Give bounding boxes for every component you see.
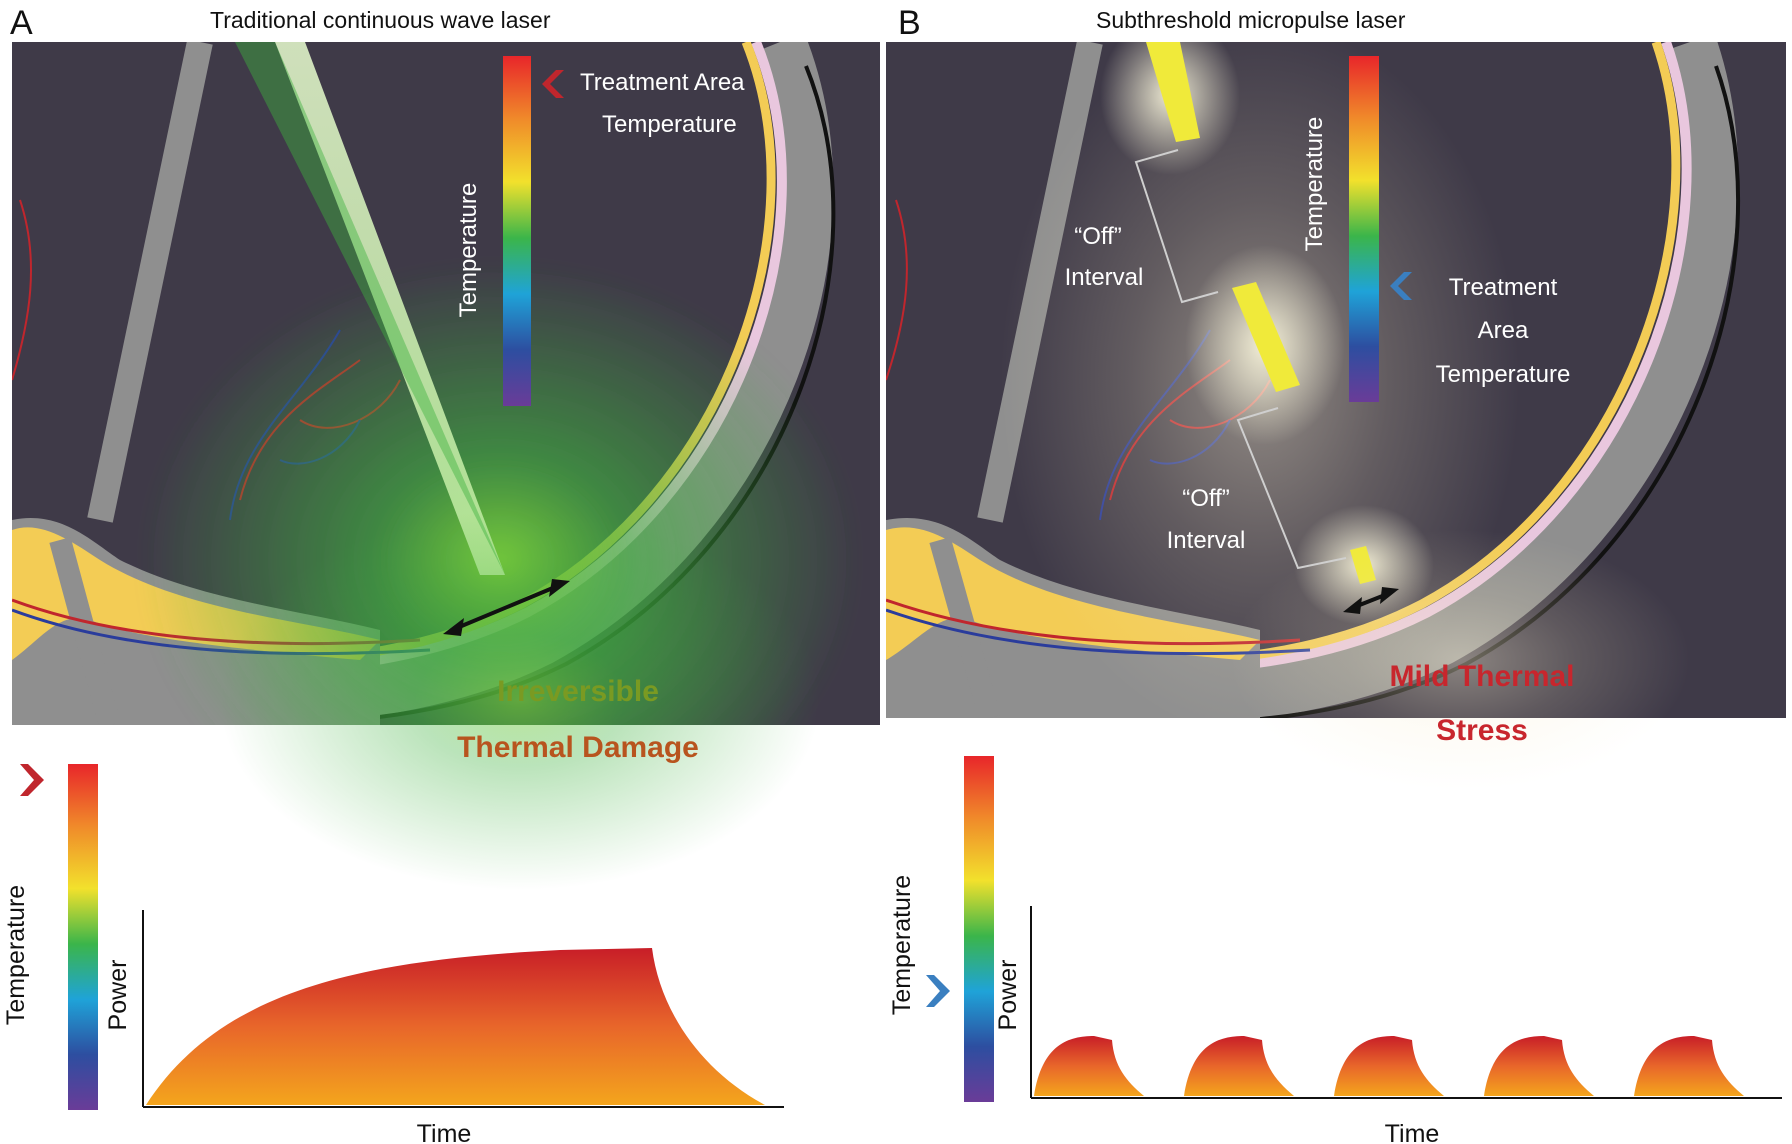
panel-a-chart-temperature-scale [68, 764, 98, 1110]
panel-a-letter: A [10, 4, 33, 42]
panel-b-chart-xlabel: Time [1385, 1120, 1440, 1144]
panel-a-treatment-width-arrow [443, 579, 570, 636]
panel-b-chart-pulse [1334, 1036, 1444, 1096]
panel-b-stress-label-1: Mild Thermal [1389, 660, 1574, 693]
panel-b-chart-pulse [1484, 1036, 1594, 1096]
panel-b-chart-temperature-scale [964, 756, 994, 1102]
panel-a-chart-power-curve [146, 948, 765, 1105]
panel-a-marker-label-2: Temperature [602, 111, 737, 138]
warm-glow-spill [1230, 530, 1690, 790]
panel-a-chart-temperature-label: Temperature [2, 885, 30, 1025]
panel-a-temperature-scale [503, 56, 531, 406]
panel-a-marker-chevron-icon [542, 70, 564, 98]
panel-b-off-label-2b: Interval [1167, 527, 1246, 554]
panel-a: A Traditional continuous wave laser [2, 4, 880, 1144]
panel-b-letter: B [898, 4, 921, 42]
panel-a-scale-label: Temperature [455, 183, 482, 318]
panel-b: B Subthreshold micropulse laser [886, 4, 1786, 1144]
panel-a-chart-marker-chevron-icon [20, 764, 44, 796]
panel-b-marker-label-3: Temperature [1436, 361, 1571, 388]
panel-b-treatment-width-arrow [1343, 587, 1399, 614]
panel-b-title: Subthreshold micropulse laser [1096, 7, 1406, 33]
panel-a-chart-ylabel: Power [104, 960, 132, 1031]
panel-a-damage-label-2: Thermal Damage [457, 731, 699, 764]
panel-b-off-label-2a: “Off” [1182, 485, 1230, 512]
green-glow-spill [220, 510, 820, 890]
panel-b-marker-chevron-icon [1390, 272, 1412, 300]
panel-b-off-label-1b: Interval [1065, 264, 1144, 291]
panel-a-chart-xlabel: Time [417, 1120, 472, 1144]
panel-a-chart: Temperature Power Time [2, 764, 784, 1144]
panel-b-chart-pulse [1034, 1036, 1144, 1096]
panel-a-marker-label-1: Treatment Area [580, 69, 745, 96]
panel-b-marker-label-1: Treatment [1449, 274, 1558, 301]
panel-b-marker-label-2: Area [1478, 317, 1529, 344]
panel-b-scale-label: Temperature [1301, 117, 1328, 252]
panel-b-off-label-1a: “Off” [1074, 223, 1122, 250]
panel-b-chart-pulse [1184, 1036, 1294, 1096]
panel-b-stress-label-2: Stress [1436, 714, 1528, 747]
panel-b-chart: Temperature Power Time [888, 756, 1782, 1144]
panel-a-title: Traditional continuous wave laser [210, 7, 551, 33]
panel-b-temperature-scale [1349, 56, 1379, 402]
panel-b-chart-ylabel: Power [994, 960, 1022, 1031]
panel-b-chart-pulse [1634, 1036, 1744, 1096]
panel-a-eye-illustration [12, 42, 880, 725]
panel-a-damage-label-1: Irreversible [497, 675, 659, 708]
panel-b-chart-temperature-label: Temperature [888, 875, 916, 1015]
panel-b-chart-marker-chevron-icon [926, 975, 950, 1007]
panel-b-chart-pulses [1034, 1036, 1744, 1096]
